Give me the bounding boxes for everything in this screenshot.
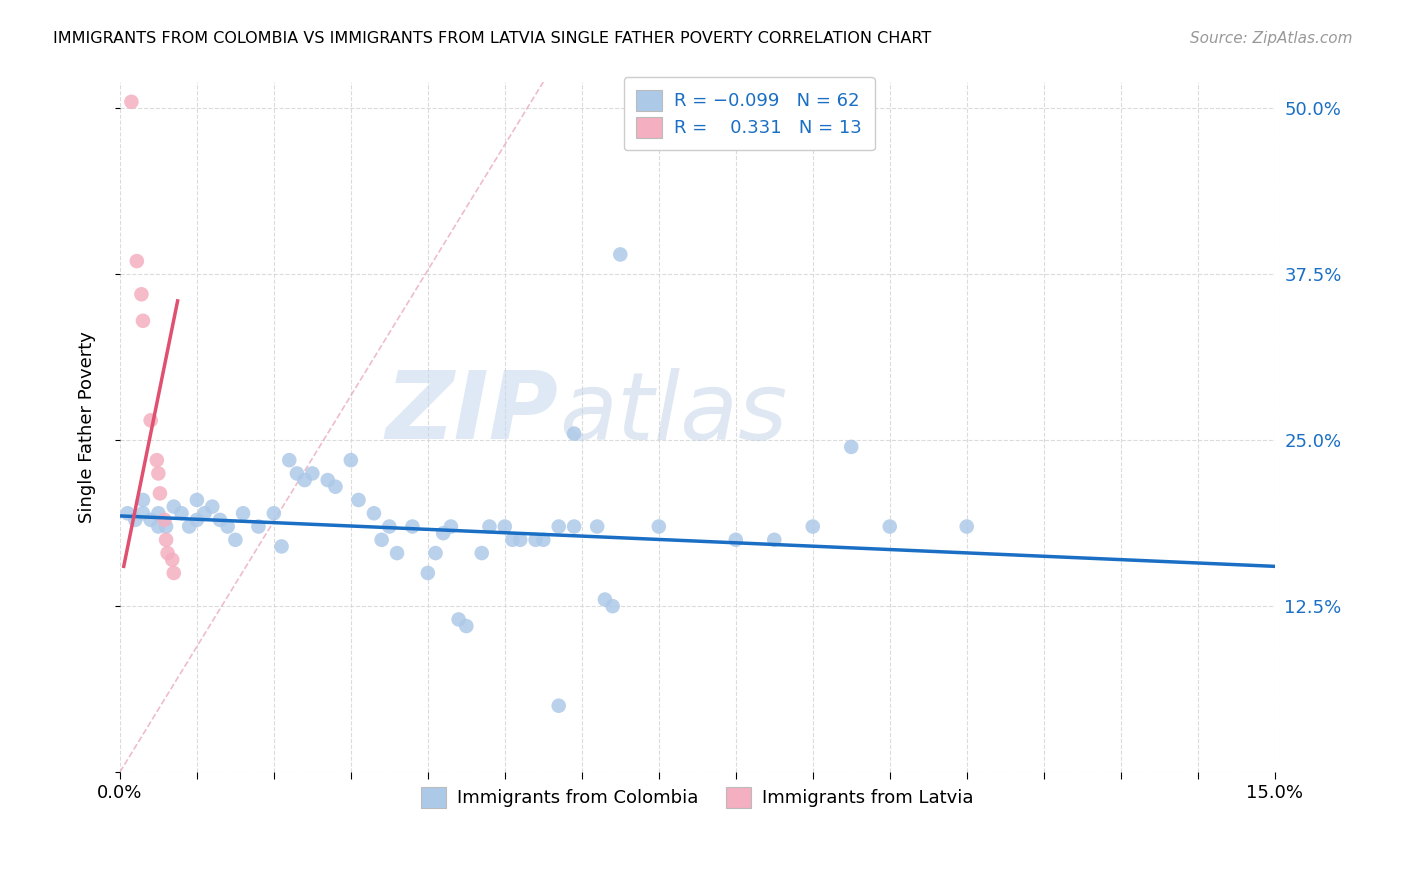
Text: Source: ZipAtlas.com: Source: ZipAtlas.com [1189,31,1353,46]
Point [378,519,401,533]
Point [179,519,201,533]
Point [156,546,179,560]
Point [432,526,454,541]
Point [724,533,747,547]
Point [149,486,172,500]
Point [139,413,162,427]
Point [416,566,439,580]
Point [120,95,142,109]
Text: IMMIGRANTS FROM COLOMBIA VS IMMIGRANTS FROM LATVIA SINGLE FATHER POVERTY CORRELA: IMMIGRANTS FROM COLOMBIA VS IMMIGRANTS F… [53,31,932,46]
Point [593,592,616,607]
Point [170,506,193,520]
Point [494,519,516,533]
Point [547,698,569,713]
Point [609,247,631,261]
Point [217,519,239,533]
Point [648,519,671,533]
Point [148,506,170,520]
Point [440,519,463,533]
Point [270,540,292,554]
Point [124,513,146,527]
Point [347,493,370,508]
Point [132,493,155,508]
Point [325,480,347,494]
Point [502,533,524,547]
Point [547,519,569,533]
Legend: Immigrants from Colombia, Immigrants from Latvia: Immigrants from Colombia, Immigrants fro… [413,780,980,814]
Point [153,513,176,527]
Point [117,506,139,520]
Point [186,493,208,508]
Point [131,287,153,301]
Point [425,546,447,560]
Point [478,519,501,533]
Point [956,519,979,533]
Point [132,314,155,328]
Point [447,612,470,626]
Point [155,519,177,533]
Point [370,533,392,547]
Point [801,519,824,533]
Point [586,519,609,533]
Text: ZIP: ZIP [385,368,558,459]
Point [531,533,554,547]
Point [285,467,308,481]
Point [562,426,585,441]
Point [139,513,162,527]
Point [148,519,170,533]
Point [602,599,624,614]
Point [232,506,254,520]
Point [160,552,183,566]
Point [125,254,148,268]
Point [247,519,270,533]
Point [340,453,363,467]
Y-axis label: Single Father Poverty: Single Father Poverty [79,331,96,523]
Point [201,500,224,514]
Point [524,533,547,547]
Point [263,506,285,520]
Point [208,513,231,527]
Point [163,500,186,514]
Point [401,519,423,533]
Point [839,440,862,454]
Point [301,467,323,481]
Point [294,473,316,487]
Point [193,506,215,520]
Point [471,546,494,560]
Point [186,513,208,527]
Point [278,453,301,467]
Point [148,467,170,481]
Point [456,619,478,633]
Point [224,533,246,547]
Point [163,566,186,580]
Point [562,519,585,533]
Text: atlas: atlas [558,368,787,458]
Point [146,453,169,467]
Point [155,533,177,547]
Point [879,519,901,533]
Point [316,473,339,487]
Point [509,533,531,547]
Point [363,506,385,520]
Point [132,506,155,520]
Point [763,533,786,547]
Point [385,546,408,560]
